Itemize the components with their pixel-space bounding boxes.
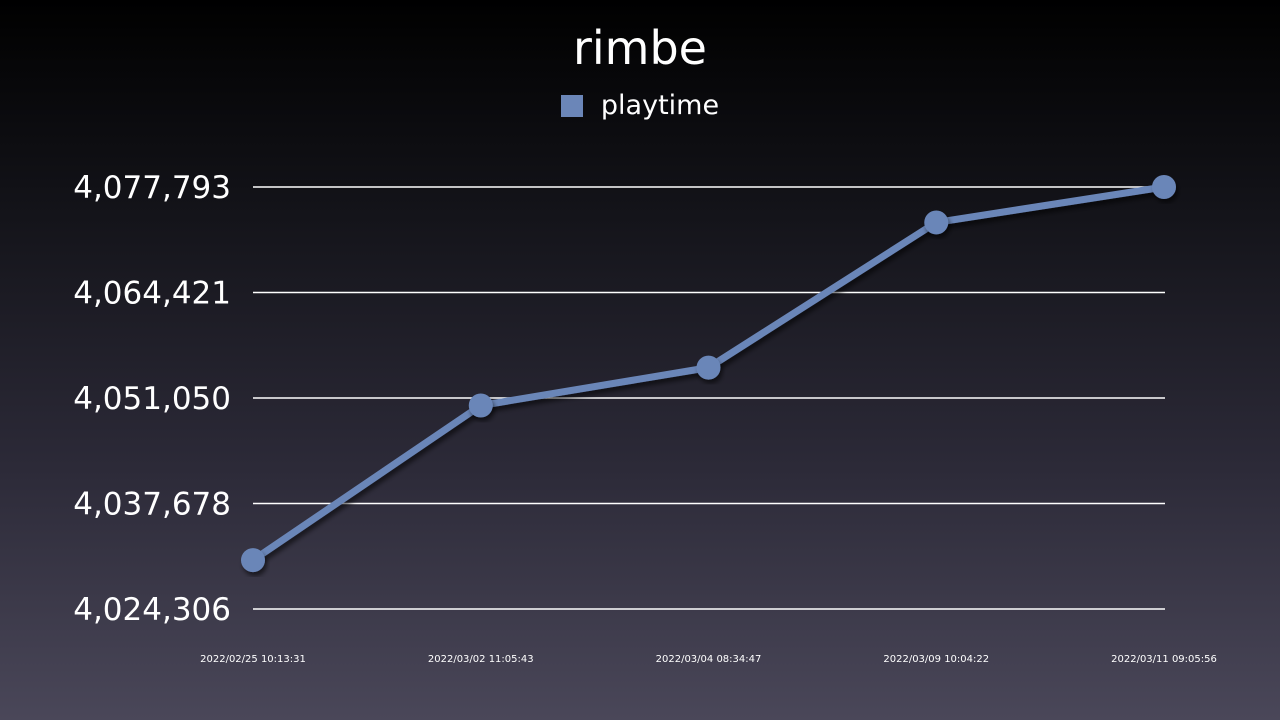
data-point [241,548,265,573]
y-axis-ticks: 4,024,306 4,037,678 4,051,050 4,064,421 4,07… [73,170,231,628]
data-point [924,210,949,235]
y-tick-label: 4,064,421 [73,276,231,312]
x-tick-label: 2022/02/25 10:13:31 [200,654,306,665]
x-tick-label: 2022/03/11 09:05:56 [1111,654,1217,665]
data-point [696,355,721,380]
data-point [468,393,493,418]
legend: playtime [0,86,1280,126]
chart-title: rimbe [572,21,707,75]
gridlines [253,186,1165,610]
y-tick-label: 4,024,306 [73,592,231,628]
y-tick-label: 4,037,678 [73,486,231,522]
series-playtime [241,175,1176,573]
x-tick-label: 2022/03/09 10:04:22 [883,654,989,665]
x-tick-label: 2022/03/02 11:05:43 [428,654,534,665]
legend-label-playtime: playtime [600,90,720,121]
data-point [1152,175,1176,199]
x-tick-label: 2022/03/04 08:34:47 [656,654,762,665]
y-tick-label: 4,077,793 [73,170,231,206]
legend-swatch [560,95,583,117]
y-tick-label: 4,051,050 [73,381,231,417]
x-axis-ticks: 2022/02/25 10:13:31 2022/03/02 11:05:43 20… [200,654,1217,665]
